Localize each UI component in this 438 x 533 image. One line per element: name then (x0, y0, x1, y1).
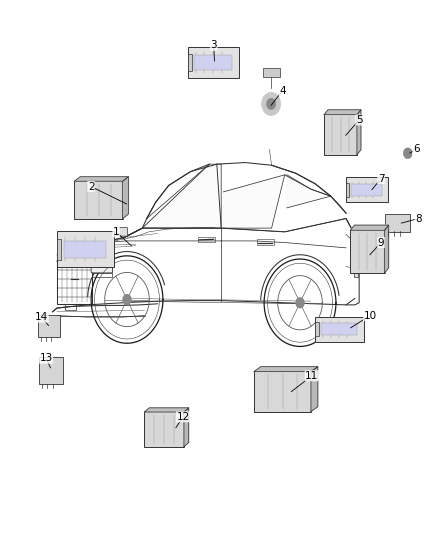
Polygon shape (357, 110, 361, 155)
FancyBboxPatch shape (254, 371, 311, 412)
Bar (64, 240, 106, 258)
Text: 8: 8 (415, 214, 422, 223)
Text: 13: 13 (39, 353, 53, 363)
Polygon shape (223, 175, 285, 228)
Polygon shape (311, 367, 318, 411)
FancyBboxPatch shape (350, 230, 385, 273)
Text: 12: 12 (177, 412, 190, 422)
Bar (92, 273, 112, 277)
Polygon shape (123, 177, 128, 219)
Polygon shape (324, 110, 361, 115)
FancyBboxPatch shape (38, 315, 60, 337)
FancyBboxPatch shape (315, 317, 364, 342)
Text: 3: 3 (210, 41, 217, 50)
Circle shape (261, 92, 281, 116)
Bar (354, 241, 358, 277)
Bar (257, 239, 274, 245)
Text: 1: 1 (113, 227, 120, 237)
FancyBboxPatch shape (188, 47, 239, 78)
Polygon shape (350, 225, 389, 230)
Circle shape (123, 295, 131, 304)
Bar (321, 323, 357, 335)
Text: 9: 9 (378, 238, 385, 247)
Text: 10: 10 (364, 311, 377, 320)
FancyBboxPatch shape (39, 357, 63, 384)
Text: 4: 4 (279, 86, 286, 95)
FancyBboxPatch shape (324, 114, 357, 155)
Bar (198, 237, 215, 242)
FancyBboxPatch shape (144, 411, 184, 447)
Bar (194, 55, 232, 70)
Polygon shape (385, 225, 389, 273)
Text: 14: 14 (35, 312, 48, 322)
Bar (57, 255, 92, 304)
FancyBboxPatch shape (91, 256, 113, 273)
Circle shape (403, 148, 412, 159)
Text: 5: 5 (356, 115, 363, 125)
Text: 11: 11 (305, 371, 318, 381)
Circle shape (296, 298, 304, 308)
Polygon shape (184, 408, 189, 447)
Polygon shape (145, 408, 189, 412)
Bar (346, 183, 350, 197)
Bar (65, 304, 76, 310)
Bar (263, 68, 279, 77)
FancyBboxPatch shape (385, 214, 410, 232)
Text: 2: 2 (88, 182, 95, 191)
Polygon shape (142, 164, 221, 228)
Bar (188, 54, 192, 71)
FancyBboxPatch shape (74, 181, 123, 219)
Polygon shape (74, 177, 128, 181)
Bar (315, 322, 319, 336)
Bar (351, 184, 382, 196)
Polygon shape (287, 175, 331, 208)
FancyBboxPatch shape (346, 177, 388, 202)
Circle shape (266, 98, 276, 110)
Text: 7: 7 (378, 174, 385, 183)
Text: 6: 6 (413, 144, 420, 154)
Bar (57, 239, 61, 260)
FancyBboxPatch shape (57, 231, 114, 267)
Polygon shape (254, 367, 318, 372)
FancyBboxPatch shape (117, 228, 127, 236)
